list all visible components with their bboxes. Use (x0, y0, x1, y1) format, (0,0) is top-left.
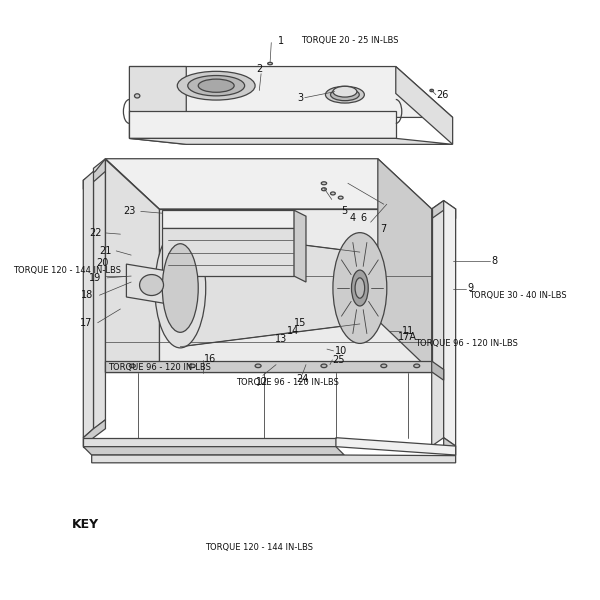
Ellipse shape (352, 270, 368, 306)
Polygon shape (83, 420, 106, 446)
Text: 25: 25 (332, 355, 345, 365)
Polygon shape (336, 437, 455, 455)
Ellipse shape (322, 188, 326, 191)
Polygon shape (130, 67, 452, 118)
Text: 16: 16 (204, 354, 217, 364)
Polygon shape (130, 112, 396, 139)
Ellipse shape (189, 364, 195, 368)
Ellipse shape (381, 364, 387, 368)
Text: TORQUE 96 - 120 IN-LBS: TORQUE 96 - 120 IN-LBS (416, 339, 518, 348)
Text: 26: 26 (436, 89, 448, 100)
Polygon shape (83, 437, 336, 446)
Text: 14: 14 (287, 326, 299, 335)
Text: TORQUE 120 - 144 IN-LBS: TORQUE 120 - 144 IN-LBS (205, 544, 313, 553)
Text: TORQUE 120 - 144 IN-LBS: TORQUE 120 - 144 IN-LBS (13, 266, 121, 275)
Text: 23: 23 (123, 206, 136, 217)
Text: 11: 11 (402, 326, 414, 336)
Polygon shape (106, 159, 431, 209)
Ellipse shape (130, 364, 136, 368)
Text: 17: 17 (80, 318, 92, 328)
Text: 19: 19 (89, 273, 101, 283)
Ellipse shape (155, 228, 206, 348)
Polygon shape (106, 361, 431, 372)
Polygon shape (294, 210, 306, 282)
Ellipse shape (188, 76, 245, 96)
Text: TORQUE 20 - 25 IN-LBS: TORQUE 20 - 25 IN-LBS (301, 37, 398, 46)
Polygon shape (160, 209, 431, 372)
Ellipse shape (321, 182, 326, 185)
Polygon shape (431, 200, 443, 446)
Text: 12: 12 (256, 377, 268, 386)
Text: KEY: KEY (72, 518, 99, 531)
Ellipse shape (333, 86, 357, 97)
Polygon shape (431, 200, 455, 218)
Polygon shape (431, 361, 443, 380)
Text: TORQUE 30 - 40 IN-LBS: TORQUE 30 - 40 IN-LBS (469, 292, 567, 301)
Ellipse shape (321, 364, 327, 368)
Text: 6: 6 (361, 213, 367, 223)
Text: 1: 1 (278, 36, 284, 46)
Polygon shape (396, 67, 452, 145)
Ellipse shape (355, 278, 365, 298)
Text: 21: 21 (99, 246, 112, 256)
Text: 20: 20 (96, 259, 109, 268)
Text: 18: 18 (81, 290, 93, 300)
Ellipse shape (255, 364, 261, 368)
Ellipse shape (331, 192, 335, 195)
Text: 4: 4 (350, 213, 356, 223)
Ellipse shape (163, 244, 198, 332)
Polygon shape (130, 67, 186, 118)
Polygon shape (443, 200, 455, 446)
Text: 5: 5 (341, 206, 347, 217)
Text: 15: 15 (294, 319, 306, 328)
Ellipse shape (338, 196, 343, 199)
Polygon shape (443, 437, 455, 455)
Ellipse shape (140, 275, 164, 296)
Polygon shape (163, 228, 294, 276)
Text: 17A: 17A (398, 332, 417, 342)
Polygon shape (163, 210, 294, 228)
Polygon shape (106, 159, 160, 372)
Polygon shape (94, 159, 106, 430)
Text: 22: 22 (89, 228, 101, 238)
Text: 7: 7 (380, 224, 387, 235)
Ellipse shape (325, 86, 364, 103)
Polygon shape (130, 112, 186, 145)
Text: 3: 3 (297, 92, 303, 103)
Text: TORQUE 96 - 120 IN-LBS: TORQUE 96 - 120 IN-LBS (108, 363, 211, 372)
Polygon shape (83, 171, 94, 437)
Ellipse shape (268, 62, 272, 65)
Polygon shape (83, 446, 344, 455)
Polygon shape (127, 264, 180, 306)
Polygon shape (130, 139, 452, 145)
Ellipse shape (430, 89, 433, 92)
Polygon shape (180, 229, 360, 347)
Text: 24: 24 (296, 374, 308, 384)
Text: 8: 8 (491, 256, 497, 266)
Text: 13: 13 (275, 334, 287, 344)
Ellipse shape (198, 79, 234, 92)
Ellipse shape (177, 71, 255, 100)
Ellipse shape (414, 364, 420, 368)
Text: 2: 2 (256, 64, 262, 74)
Ellipse shape (333, 233, 387, 343)
Polygon shape (378, 159, 431, 372)
Polygon shape (92, 455, 455, 463)
Ellipse shape (134, 94, 140, 98)
Text: 10: 10 (335, 346, 347, 356)
Text: 9: 9 (467, 283, 474, 293)
Polygon shape (83, 159, 106, 189)
Text: TORQUE 96 - 120 IN-LBS: TORQUE 96 - 120 IN-LBS (236, 378, 339, 387)
Ellipse shape (331, 89, 359, 101)
